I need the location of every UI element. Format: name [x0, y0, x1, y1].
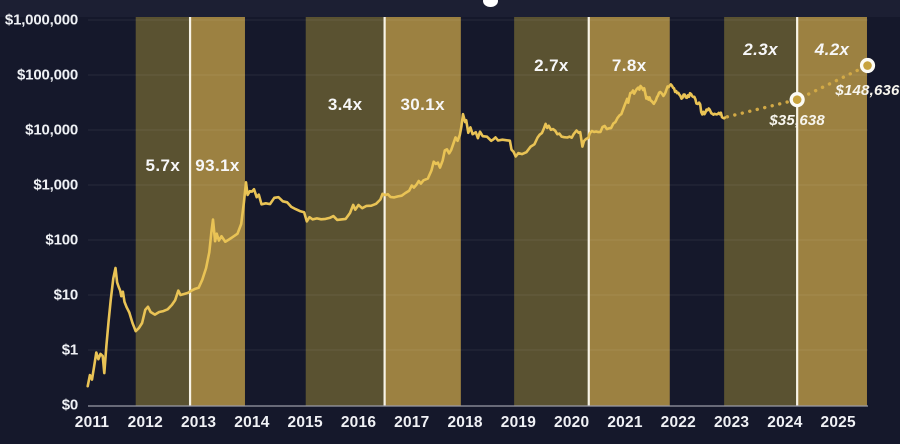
projection-dotted-line	[725, 63, 870, 119]
cycle-band-pre-2	[514, 17, 589, 406]
cycle-band-post-0	[190, 17, 245, 406]
cycle-band-pre-3	[724, 17, 798, 406]
cycle-band-post-2	[588, 17, 670, 406]
projection-marker-1	[863, 61, 872, 70]
halving-divider-2	[587, 17, 590, 406]
projection-marker-0	[792, 95, 802, 104]
price-line	[86, 83, 727, 388]
cycle-band-post-1	[384, 17, 461, 406]
cycle-band-pre-0	[135, 17, 191, 406]
halving-divider-0	[188, 17, 192, 406]
halving-divider-1	[383, 17, 386, 406]
cropped-title-fragment	[483, 0, 498, 7]
top-strip	[0, 0, 900, 17]
cycle-band-post-3	[797, 17, 867, 406]
halving-divider-3	[796, 17, 799, 406]
cycle-band-pre-1	[305, 17, 385, 406]
